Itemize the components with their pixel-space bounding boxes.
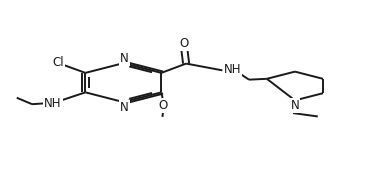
Text: NH: NH bbox=[44, 97, 62, 110]
Text: O: O bbox=[159, 99, 168, 112]
Text: N: N bbox=[291, 99, 299, 112]
Text: O: O bbox=[180, 37, 189, 50]
Text: N: N bbox=[120, 101, 129, 114]
Text: NH: NH bbox=[223, 63, 241, 76]
Text: N: N bbox=[120, 52, 129, 64]
Text: Cl: Cl bbox=[52, 56, 64, 69]
